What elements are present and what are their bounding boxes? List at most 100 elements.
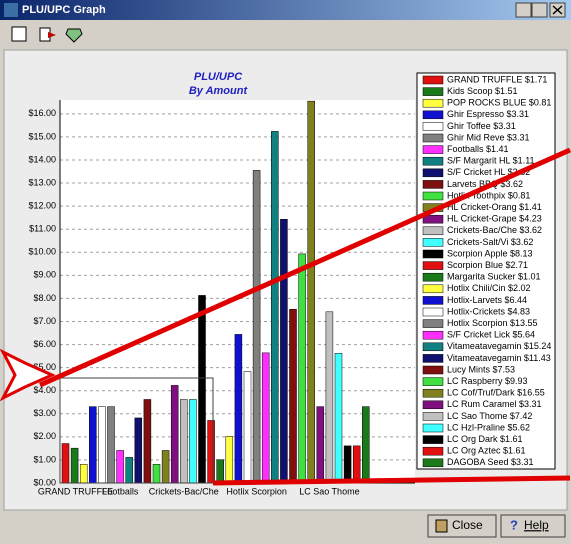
bar xyxy=(252,170,261,484)
legend-swatch xyxy=(422,133,444,143)
legend-swatch xyxy=(422,191,444,201)
legend-label: S/F Cricket HL $2.82 xyxy=(447,167,530,177)
legend-label: Hotlix Toothpix $0.81 xyxy=(447,190,530,200)
bar xyxy=(307,100,315,484)
annotation-line xyxy=(212,475,571,486)
legend-label: LC Cof/Truf/Dark $16.55 xyxy=(447,388,545,398)
legend-swatch xyxy=(422,342,444,352)
help-button[interactable]: ? Help xyxy=(500,514,566,538)
bar xyxy=(334,353,343,484)
legend-swatch xyxy=(422,249,444,259)
close-button[interactable]: Close xyxy=(427,514,497,538)
legend-label: HL Cricket-Grape $4.23 xyxy=(447,214,542,224)
legend-swatch xyxy=(422,238,444,247)
legend-swatch xyxy=(422,122,444,131)
bar xyxy=(70,447,79,484)
legend-label: Hotlix-Crickets $4.83 xyxy=(447,306,530,316)
x-tick-label: GRAND TRUFFLE xyxy=(38,486,113,496)
bar xyxy=(298,253,306,484)
bar xyxy=(352,445,361,484)
bar xyxy=(243,371,252,484)
y-tick-label: $16.00 xyxy=(28,108,56,118)
close-x xyxy=(552,5,563,15)
y-tick-label: $12.00 xyxy=(28,201,56,211)
legend-swatch xyxy=(422,156,444,166)
y-tick-label: $11.00 xyxy=(29,224,56,234)
bar xyxy=(134,417,143,484)
bar xyxy=(161,450,170,484)
legend-swatch xyxy=(422,365,444,375)
bar xyxy=(61,443,70,484)
legend-label: S/F Cricket Lick $5.64 xyxy=(447,330,535,340)
legend-swatch xyxy=(422,319,444,328)
y-tick-label: $10.00 xyxy=(28,247,56,257)
bar xyxy=(343,445,352,484)
bar xyxy=(180,399,188,484)
y-tick-label: $0.00 xyxy=(33,477,56,487)
legend-label: LC Hzl-Praline $5.62 xyxy=(447,422,530,432)
y-tick-label: $15.00 xyxy=(28,131,56,141)
y-tick-label: $4.00 xyxy=(33,385,56,395)
window-controls[interactable] xyxy=(515,2,566,18)
legend-label: Ghir Toffee $3.31 xyxy=(447,121,516,131)
legend-swatch xyxy=(422,412,444,421)
bar xyxy=(261,352,270,484)
legend-swatch xyxy=(422,110,444,120)
help-label: Help xyxy=(524,518,549,532)
y-tick-label: $9.00 xyxy=(33,270,56,280)
legend-swatch xyxy=(422,214,444,224)
legend-swatch xyxy=(422,458,444,468)
y-tick-label: $5.00 xyxy=(33,362,56,372)
x-tick-label: LC Sao Thome xyxy=(299,486,359,496)
export-arrow xyxy=(48,32,56,38)
legend-label: S/F Margarit HL $1.11 xyxy=(447,156,535,166)
print-icon[interactable] xyxy=(11,26,27,42)
legend-swatch xyxy=(422,354,444,363)
legend-swatch xyxy=(422,272,444,282)
close-icon xyxy=(435,519,448,533)
y-tick-label: $3.00 xyxy=(33,408,56,418)
legend-label: Kids Scoop $1.51 xyxy=(447,86,518,96)
bar xyxy=(116,450,124,484)
bar xyxy=(79,464,88,484)
legend-swatch xyxy=(422,145,444,154)
legend-label: GRAND TRUFFLE $1.71 xyxy=(447,74,547,84)
legend-swatch xyxy=(422,75,444,85)
bar xyxy=(189,399,197,484)
legend-label: HL Cricket-Orang $1.41 xyxy=(447,202,542,212)
bar xyxy=(216,459,224,484)
legend-swatch xyxy=(422,388,444,398)
x-tick-label: Footballs xyxy=(102,486,139,496)
bar xyxy=(152,464,161,484)
bar xyxy=(125,457,133,484)
legend-swatch xyxy=(422,87,444,96)
y-tick-label: $13.00 xyxy=(28,177,56,187)
legend-swatch xyxy=(422,226,444,236)
legend-label: LC Org Dark $1.61 xyxy=(447,434,523,444)
legend-label: Hotlix-Larvets $6.44 xyxy=(447,295,527,305)
legend-label: Ghir Espresso $3.31 xyxy=(447,109,529,119)
maximize-button[interactable] xyxy=(531,2,548,18)
minimize-button[interactable] xyxy=(515,2,532,18)
legend-swatch xyxy=(422,284,444,294)
bar xyxy=(280,219,288,484)
window-title: PLU/UPC Graph xyxy=(22,4,106,16)
legend-swatch xyxy=(422,446,444,456)
chart-subtitle: By Amount xyxy=(189,85,249,97)
legend-label: LC Raspberry $9.93 xyxy=(447,376,528,386)
legend-swatch xyxy=(422,307,444,317)
bar xyxy=(362,406,370,484)
annotation-arrow xyxy=(0,348,56,402)
gem-icon[interactable] xyxy=(65,28,83,43)
bar xyxy=(289,309,297,484)
bar xyxy=(89,406,97,484)
button-frame[interactable] xyxy=(500,514,566,538)
y-tick-label: $14.00 xyxy=(28,154,56,164)
legend-label: POP ROCKS BLUE $0.81 xyxy=(447,98,551,108)
annotation-line xyxy=(38,147,571,388)
legend-swatch xyxy=(422,296,444,305)
bar xyxy=(207,420,215,484)
legend-label: Footballs $1.41 xyxy=(447,144,509,154)
legend-label: Lucy Mints $7.53 xyxy=(447,364,515,374)
